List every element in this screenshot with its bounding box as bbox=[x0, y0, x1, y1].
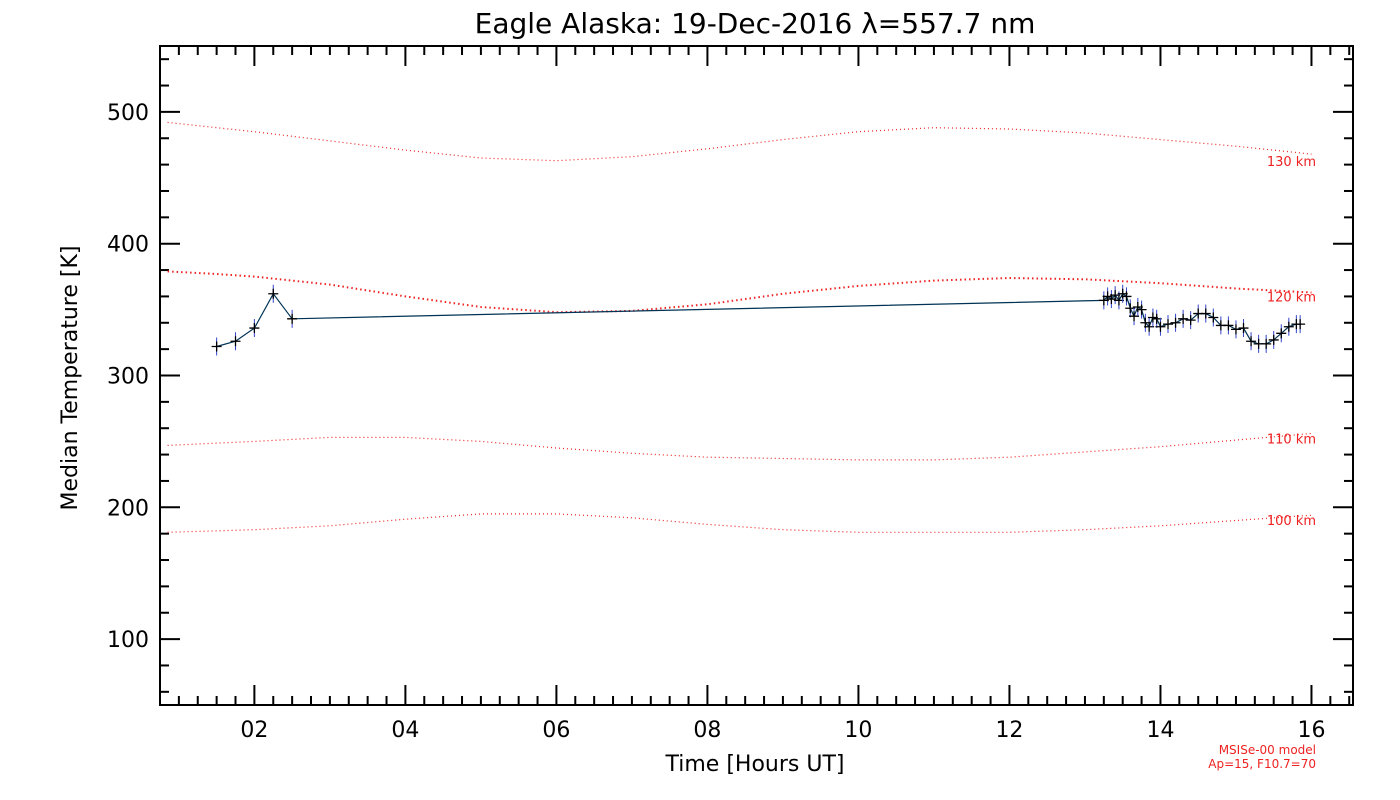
y-tick-label: 400 bbox=[107, 233, 149, 258]
data-point-marker bbox=[1238, 323, 1249, 334]
model-curve-100-km bbox=[167, 513, 1312, 533]
model-name-note: MSISe-00 model bbox=[1219, 743, 1316, 757]
model-curve-label: 130 km bbox=[1267, 155, 1316, 170]
model-params-note: Ap=15, F10.7=70 bbox=[1208, 757, 1316, 771]
data-point-marker bbox=[287, 313, 298, 324]
data-point-marker bbox=[1268, 334, 1279, 345]
plot-frame bbox=[159, 45, 1354, 706]
model-curve-label: 110 km bbox=[1267, 432, 1316, 447]
data-point-marker bbox=[1144, 321, 1155, 332]
x-tick-label: 16 bbox=[1297, 718, 1325, 743]
data-point-marker bbox=[1200, 308, 1211, 319]
data-point-marker bbox=[1185, 315, 1196, 326]
model-curve-110-km bbox=[167, 432, 1312, 461]
x-tick-label: 02 bbox=[240, 718, 268, 743]
data-point-marker bbox=[1155, 321, 1166, 332]
data-point-marker bbox=[1178, 313, 1189, 324]
data-point-marker bbox=[1230, 324, 1241, 335]
measured-series bbox=[211, 284, 1306, 356]
x-tick-label: 12 bbox=[995, 718, 1023, 743]
data-point-marker bbox=[1170, 317, 1181, 328]
measured-line bbox=[216, 292, 1301, 348]
y-tick-label: 100 bbox=[107, 628, 149, 653]
data-point-marker bbox=[1136, 304, 1147, 315]
y-axis-title: Median Temperature [K] bbox=[58, 246, 83, 511]
data-point-marker bbox=[211, 341, 222, 352]
chart-title: Eagle Alaska: 19-Dec-2016 λ=557.7 nm bbox=[475, 7, 1036, 40]
data-point-marker bbox=[1261, 338, 1272, 349]
y-tick-label: 500 bbox=[107, 101, 149, 126]
data-point-marker bbox=[230, 336, 241, 347]
data-point-marker bbox=[1129, 311, 1140, 322]
data-point-marker bbox=[1121, 291, 1132, 302]
x-tick-label: 10 bbox=[844, 718, 872, 743]
model-curves bbox=[167, 121, 1312, 533]
y-tick-label: 200 bbox=[107, 496, 149, 521]
model-curve-120-km bbox=[167, 270, 1312, 314]
x-tick-label: 06 bbox=[542, 718, 570, 743]
data-point-marker bbox=[1208, 312, 1219, 323]
data-point-marker bbox=[1295, 319, 1306, 330]
model-curve-label: 120 km bbox=[1267, 290, 1316, 305]
data-point-marker bbox=[1276, 328, 1287, 339]
model-curve-130-km bbox=[167, 121, 1312, 162]
data-point-marker bbox=[1223, 320, 1234, 331]
x-tick-label: 08 bbox=[693, 718, 721, 743]
tick-labels: 02 04 06 08 10 12 14 16 100 200 300 400 500 130 km 120… bbox=[107, 101, 1325, 743]
x-tick-label: 04 bbox=[391, 718, 419, 743]
x-axis-title: Time [Hours UT] bbox=[665, 752, 845, 777]
data-point-marker bbox=[268, 288, 279, 299]
axis-ticks bbox=[159, 46, 1353, 705]
data-point-marker bbox=[1246, 336, 1257, 347]
x-tick-label: 14 bbox=[1146, 718, 1174, 743]
data-point-marker bbox=[249, 323, 260, 334]
y-tick-label: 300 bbox=[107, 365, 149, 390]
data-point-marker bbox=[1163, 319, 1174, 330]
data-point-marker bbox=[1283, 321, 1294, 332]
model-curve-label: 100 km bbox=[1267, 514, 1316, 529]
